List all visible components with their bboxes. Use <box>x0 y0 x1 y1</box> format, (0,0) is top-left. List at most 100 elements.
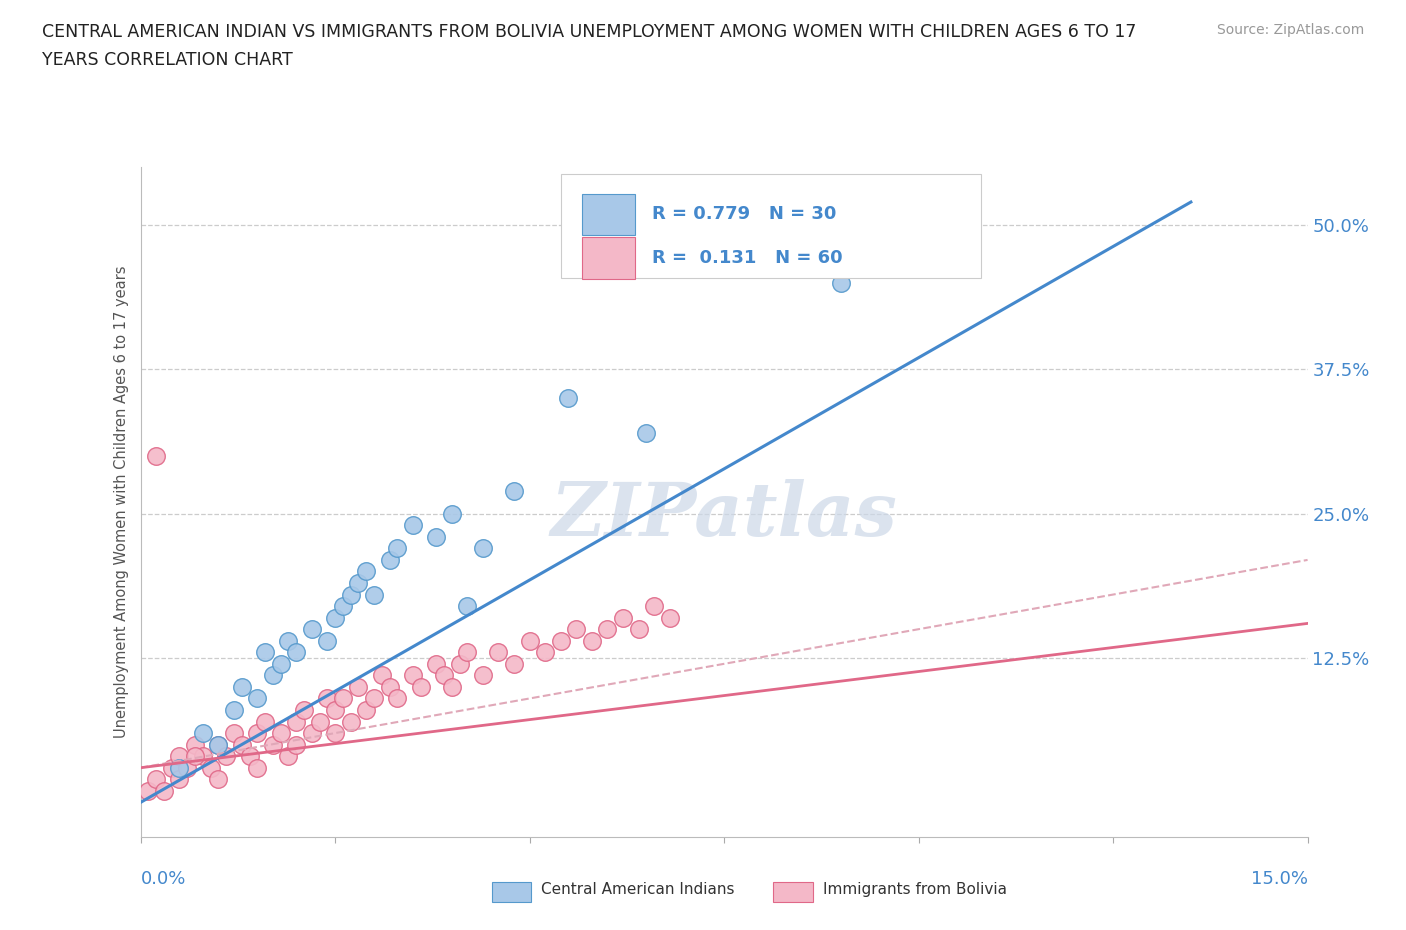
Point <box>643 599 665 614</box>
Point <box>292 702 315 717</box>
Point <box>160 761 183 776</box>
Text: 0.0%: 0.0% <box>141 870 186 887</box>
Text: CENTRAL AMERICAN INDIAN VS IMMIGRANTS FROM BOLIVIA UNEMPLOYMENT AMONG WOMEN WITH: CENTRAL AMERICAN INDIAN VS IMMIGRANTS FR… <box>42 23 1136 41</box>
Point <box>565 622 588 637</box>
Point <box>254 644 277 659</box>
Point <box>354 702 377 717</box>
Point <box>440 506 463 521</box>
Text: 15.0%: 15.0% <box>1250 870 1308 887</box>
Point <box>207 772 229 787</box>
Point <box>425 529 447 544</box>
Point <box>316 691 339 706</box>
Point <box>145 772 167 787</box>
Text: ZIPatlas: ZIPatlas <box>551 479 897 551</box>
Point <box>246 725 269 740</box>
Point <box>449 657 471 671</box>
Point <box>363 587 385 602</box>
FancyBboxPatch shape <box>582 193 636 235</box>
Point <box>658 610 681 625</box>
Point <box>231 680 253 695</box>
Text: Source: ZipAtlas.com: Source: ZipAtlas.com <box>1216 23 1364 37</box>
Text: YEARS CORRELATION CHART: YEARS CORRELATION CHART <box>42 51 292 69</box>
Point <box>169 772 191 787</box>
Point <box>581 633 603 648</box>
Point <box>285 737 308 752</box>
Point <box>323 725 346 740</box>
Point <box>184 749 207 764</box>
Point <box>378 552 401 567</box>
Point <box>636 426 658 441</box>
Point <box>207 737 229 752</box>
Point <box>347 680 370 695</box>
Point <box>830 275 852 290</box>
Point <box>471 668 494 683</box>
Point <box>222 702 245 717</box>
Point <box>270 657 292 671</box>
Point <box>387 691 409 706</box>
Point <box>339 714 361 729</box>
Point <box>503 484 526 498</box>
Point <box>612 610 634 625</box>
Point <box>285 714 308 729</box>
Point <box>270 725 292 740</box>
Point <box>371 668 394 683</box>
Point <box>169 761 191 776</box>
Point <box>409 680 432 695</box>
Point <box>402 518 425 533</box>
Point <box>231 737 253 752</box>
Point <box>596 622 619 637</box>
Point <box>332 691 354 706</box>
Point <box>347 576 370 591</box>
Point <box>550 633 572 648</box>
Point <box>308 714 330 729</box>
Text: Central American Indians: Central American Indians <box>541 882 735 897</box>
Point <box>378 680 401 695</box>
Point <box>323 610 346 625</box>
Point <box>262 737 284 752</box>
Point <box>456 644 478 659</box>
FancyBboxPatch shape <box>582 237 636 279</box>
Point <box>488 644 510 659</box>
Point <box>339 587 361 602</box>
Point <box>145 448 167 463</box>
Point <box>184 737 207 752</box>
Y-axis label: Unemployment Among Women with Children Ages 6 to 17 years: Unemployment Among Women with Children A… <box>114 266 129 738</box>
Point <box>246 691 269 706</box>
Point <box>557 391 579 405</box>
Point <box>433 668 456 683</box>
Point <box>200 761 222 776</box>
Point <box>222 725 245 740</box>
Point <box>332 599 354 614</box>
Point <box>169 749 191 764</box>
Point <box>153 783 176 798</box>
Point <box>254 714 277 729</box>
Text: R =  0.131   N = 60: R = 0.131 N = 60 <box>652 249 842 267</box>
Point <box>301 622 323 637</box>
Point <box>387 541 409 556</box>
Point <box>285 644 308 659</box>
Point <box>471 541 494 556</box>
Text: R = 0.779   N = 30: R = 0.779 N = 30 <box>652 206 837 223</box>
FancyBboxPatch shape <box>561 174 981 278</box>
Point <box>262 668 284 683</box>
Point <box>277 749 299 764</box>
Point <box>456 599 478 614</box>
Point <box>301 725 323 740</box>
Point <box>519 633 541 648</box>
Point <box>503 657 526 671</box>
Point <box>402 668 425 683</box>
Point <box>277 633 299 648</box>
Point <box>316 633 339 648</box>
Point <box>238 749 260 764</box>
Point <box>323 702 346 717</box>
Text: Immigrants from Bolivia: Immigrants from Bolivia <box>823 882 1007 897</box>
Point <box>534 644 557 659</box>
Point <box>440 680 463 695</box>
Point <box>191 725 214 740</box>
Point <box>363 691 385 706</box>
Point <box>138 783 160 798</box>
Point <box>176 761 198 776</box>
Point <box>191 749 214 764</box>
Point <box>627 622 650 637</box>
Point <box>215 749 238 764</box>
